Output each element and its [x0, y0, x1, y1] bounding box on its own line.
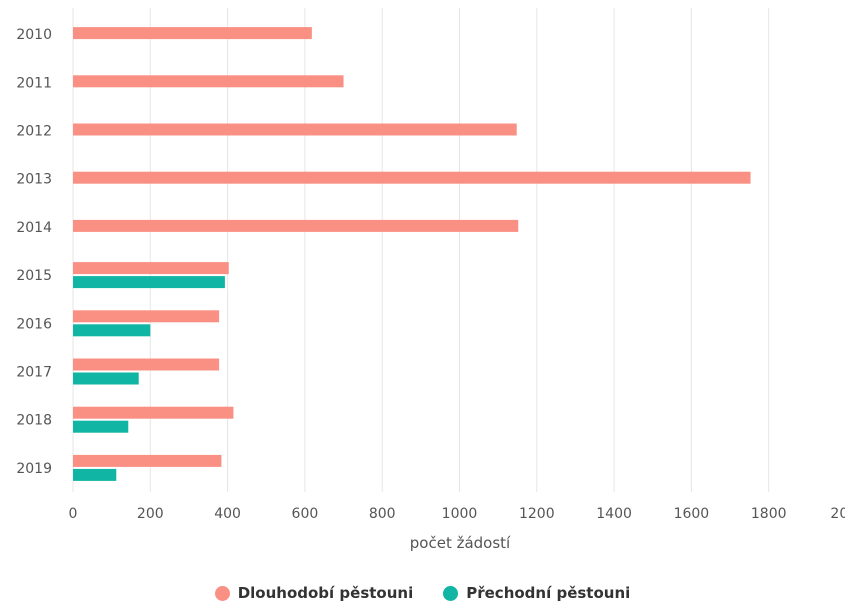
y-tick-label: 2011 [16, 75, 52, 91]
bar-dlouhodobi-2011[interactable] [73, 75, 344, 88]
legend-label-prechodni: Přechodní pěstouni [466, 584, 631, 602]
legend-item-dlouhodobi[interactable]: Dlouhodobí pěstouni [214, 584, 414, 602]
legend-label-dlouhodobi: Dlouhodobí pěstouni [237, 584, 414, 602]
bar-prechodni-2016[interactable] [73, 324, 151, 337]
x-tick-label: 1600 [674, 506, 710, 522]
bar-dlouhodobi-2012[interactable] [73, 123, 517, 136]
x-tick-label: 400 [214, 506, 241, 522]
bar-prechodni-2015[interactable] [73, 276, 225, 289]
y-tick-label: 2013 [16, 172, 52, 188]
bar-dlouhodobi-2017[interactable] [73, 358, 220, 371]
legend-marker-dlouhodobi [214, 585, 230, 601]
y-tick-label: 2010 [16, 27, 52, 43]
legend-marker-prechodni [443, 585, 459, 601]
bar-prechodni-2018[interactable] [73, 420, 129, 433]
bar-prechodni-2017[interactable] [73, 372, 139, 385]
bar-chart: 2010 2011 2012 2013 2014 2015 2016 2017 2018 2019… [16, 8, 845, 552]
bar-dlouhodobi-2013[interactable] [73, 171, 751, 184]
x-tick-label: 1800 [751, 506, 787, 522]
y-tick-label: 2017 [16, 365, 52, 381]
y-tick-label: 2018 [16, 413, 52, 429]
y-tick-label: 2014 [16, 220, 52, 236]
x-tick-label: 1000 [442, 506, 478, 522]
x-tick-label: 1200 [519, 506, 555, 522]
bar-dlouhodobi-2018[interactable] [73, 406, 234, 419]
y-tick-label: 2015 [16, 268, 52, 284]
x-tick-label: 1400 [596, 506, 632, 522]
bars [73, 27, 751, 481]
x-tick-label: 200 [137, 506, 164, 522]
bar-prechodni-2019[interactable] [73, 468, 117, 481]
y-tick-label: 2019 [16, 461, 52, 477]
legend: Dlouhodobí pěstouni Přechodní pěstouni [0, 581, 845, 605]
y-tick-label: 2012 [16, 124, 52, 140]
x-axis-title: počet žádostí [410, 534, 511, 552]
bar-dlouhodobi-2015[interactable] [73, 262, 229, 275]
x-tick-label: 20... [830, 506, 845, 522]
x-tick-label: 800 [369, 506, 396, 522]
bar-dlouhodobi-2014[interactable] [73, 219, 519, 232]
y-axis-labels: 2010 2011 2012 2013 2014 2015 2016 2017 2018 2019 [16, 27, 52, 477]
bar-dlouhodobi-2019[interactable] [73, 454, 222, 467]
y-tick-label: 2016 [16, 316, 52, 332]
x-tick-label: 600 [292, 506, 319, 522]
bar-dlouhodobi-2010[interactable] [73, 27, 312, 40]
bar-dlouhodobi-2016[interactable] [73, 310, 220, 323]
legend-item-prechodni[interactable]: Přechodní pěstouni [443, 584, 630, 602]
x-tick-label: 0 [69, 506, 78, 522]
x-axis-labels: 0 200 400 600 800 1000 1200 1400 1600 1800 20... [69, 506, 845, 522]
gridlines [72, 8, 770, 492]
